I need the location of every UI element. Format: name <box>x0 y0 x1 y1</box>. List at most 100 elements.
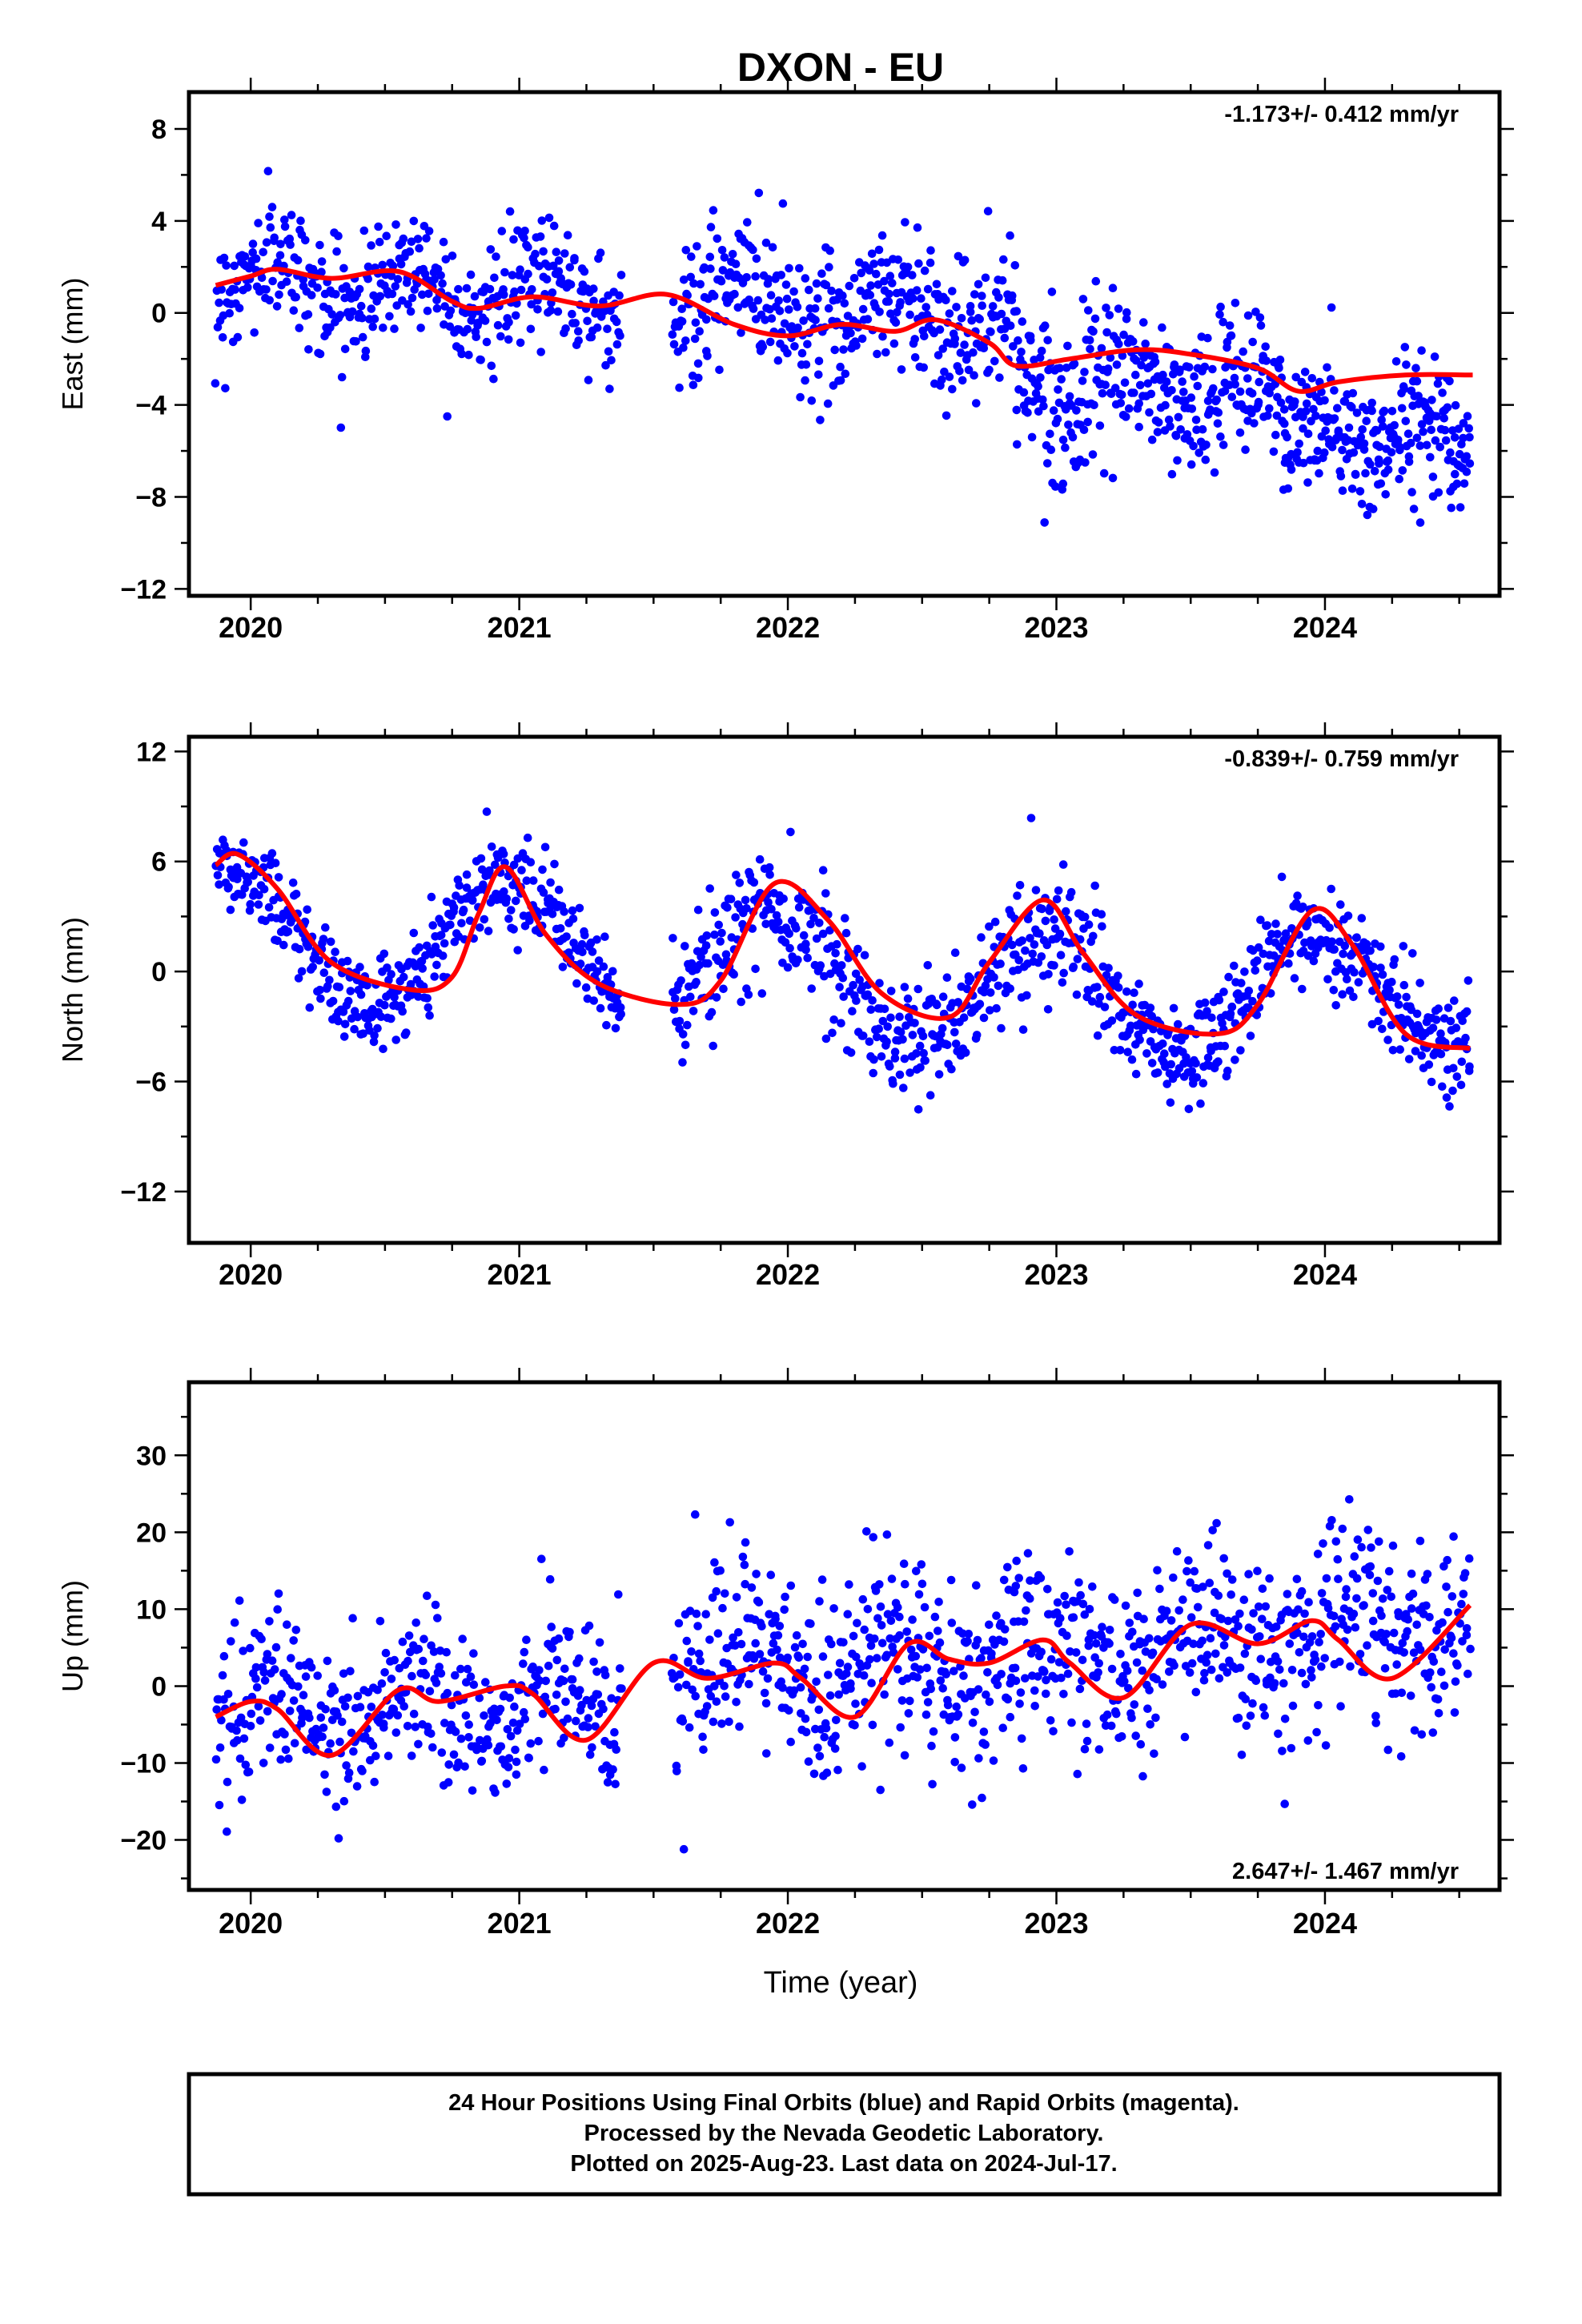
data-point <box>1266 1673 1275 1683</box>
data-point <box>304 345 313 354</box>
data-point <box>1219 1554 1228 1563</box>
data-point <box>872 269 881 279</box>
data-point <box>956 348 966 357</box>
data-point <box>301 235 310 245</box>
data-point <box>987 1649 996 1659</box>
data-point <box>966 302 975 311</box>
data-point <box>1178 377 1186 386</box>
data-point <box>877 1621 886 1630</box>
data-point <box>1358 425 1367 434</box>
data-point <box>1255 377 1263 387</box>
data-point <box>860 1625 869 1634</box>
data-point <box>757 989 767 998</box>
data-point <box>340 1702 350 1711</box>
data-point <box>476 854 486 863</box>
data-point <box>1322 1574 1331 1583</box>
data-point <box>833 939 841 949</box>
data-point <box>331 947 339 956</box>
data-point <box>574 336 583 345</box>
data-point <box>561 324 570 333</box>
data-point <box>270 233 279 243</box>
data-point <box>1408 1589 1418 1598</box>
data-point <box>379 324 387 332</box>
data-point <box>462 870 472 879</box>
y-tick-label: 4 <box>151 207 167 237</box>
data-point <box>355 1703 365 1711</box>
data-point <box>1334 1574 1343 1583</box>
data-point <box>1180 1732 1190 1742</box>
data-point <box>1134 979 1143 988</box>
data-point <box>1102 1710 1112 1719</box>
data-point <box>572 1716 580 1726</box>
data-point <box>1003 1562 1012 1572</box>
data-point <box>568 906 577 915</box>
data-point <box>1036 373 1045 382</box>
data-point <box>486 1719 495 1728</box>
data-point <box>544 1661 553 1671</box>
data-point <box>1304 1598 1313 1606</box>
data-point <box>1422 440 1431 450</box>
data-point <box>1150 1749 1158 1759</box>
data-point <box>1246 1031 1255 1040</box>
data-point <box>313 283 322 292</box>
data-point <box>1128 337 1138 346</box>
data-point <box>390 1655 400 1665</box>
data-point <box>472 332 480 342</box>
data-point <box>1442 1582 1451 1591</box>
data-point <box>1131 370 1140 380</box>
data-point <box>866 1641 876 1651</box>
data-point <box>541 1676 550 1686</box>
data-point <box>1072 406 1081 415</box>
data-point <box>1345 986 1355 995</box>
data-point <box>275 290 283 300</box>
data-point <box>785 943 794 953</box>
data-point <box>512 896 520 906</box>
data-point <box>916 1665 925 1674</box>
data-point <box>1434 1004 1443 1013</box>
data-point <box>1117 1732 1126 1741</box>
data-point <box>882 1037 891 1047</box>
data-point <box>412 1618 420 1627</box>
data-point <box>462 1678 471 1687</box>
data-point <box>284 1754 293 1763</box>
data-point <box>1203 1053 1213 1063</box>
data-point <box>942 411 951 420</box>
data-point <box>1054 1658 1064 1667</box>
data-point <box>836 376 845 385</box>
data-point <box>490 273 499 283</box>
data-point <box>1293 448 1302 457</box>
data-point <box>243 878 253 887</box>
data-point <box>1090 314 1100 324</box>
data-point <box>997 309 1006 319</box>
data-point <box>1307 1666 1315 1675</box>
data-point <box>807 984 816 993</box>
data-point <box>1030 940 1039 949</box>
data-point <box>554 267 564 276</box>
data-point <box>764 275 773 283</box>
data-point <box>1390 955 1399 964</box>
data-point <box>1459 419 1468 428</box>
data-point <box>512 1757 521 1767</box>
data-point <box>230 261 239 271</box>
data-point <box>1202 1658 1211 1667</box>
data-point <box>535 1676 544 1685</box>
data-point <box>858 304 868 314</box>
data-point <box>346 1667 355 1676</box>
data-point <box>1046 1655 1056 1664</box>
data-point <box>458 1634 467 1643</box>
data-point <box>1162 1080 1171 1088</box>
data-point <box>1021 1674 1030 1683</box>
data-point <box>375 292 385 301</box>
data-point <box>562 932 571 941</box>
data-point <box>833 1765 842 1775</box>
data-point <box>482 807 492 816</box>
data-point <box>1080 1744 1090 1754</box>
data-point <box>611 1779 620 1789</box>
data-point <box>1351 1622 1360 1632</box>
data-point <box>337 1717 347 1727</box>
data-point <box>274 1589 283 1598</box>
data-point <box>1338 1524 1347 1534</box>
data-point <box>966 308 975 316</box>
data-point <box>1105 1626 1114 1634</box>
data-point <box>1428 472 1438 481</box>
